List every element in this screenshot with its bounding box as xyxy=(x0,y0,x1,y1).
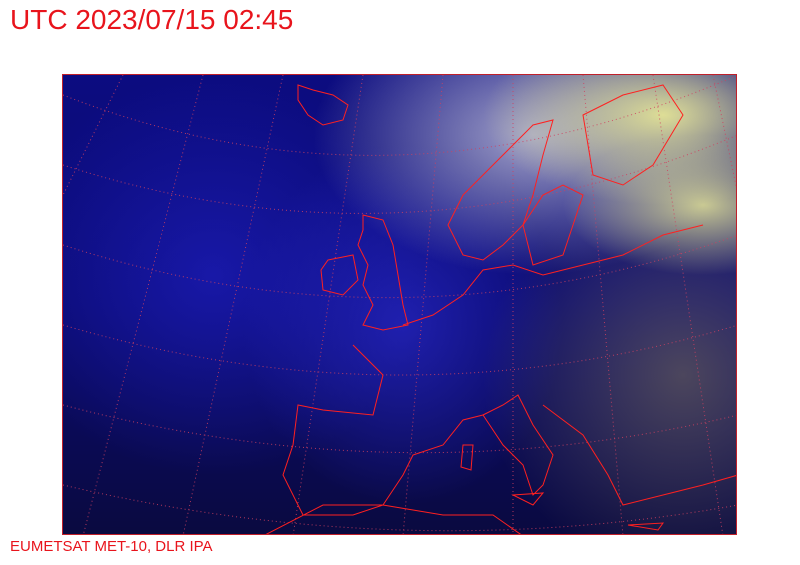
coast-ireland xyxy=(320,254,359,296)
satellite-map xyxy=(62,74,737,535)
coast-sicily xyxy=(511,492,545,506)
coast-great-britain xyxy=(357,214,409,331)
coast-italy xyxy=(482,394,554,496)
coastlines xyxy=(265,84,736,534)
coast-continent-north xyxy=(402,224,704,326)
coast-balkans xyxy=(542,404,736,506)
graticule xyxy=(63,75,736,534)
coast-crete xyxy=(627,522,665,531)
coast-sweden-baltic xyxy=(522,184,584,266)
coast-iberia-france xyxy=(282,344,484,516)
coast-norway xyxy=(447,119,554,261)
coast-sardinia xyxy=(460,444,474,471)
coast-iceland xyxy=(297,84,349,126)
data-source-credit: EUMETSAT MET-10, DLR IPA xyxy=(10,538,213,555)
map-overlay xyxy=(63,75,736,534)
coast-north-africa xyxy=(265,504,522,534)
coast-finland xyxy=(582,84,684,186)
timestamp-title: UTC 2023/07/15 02:45 xyxy=(10,4,294,35)
